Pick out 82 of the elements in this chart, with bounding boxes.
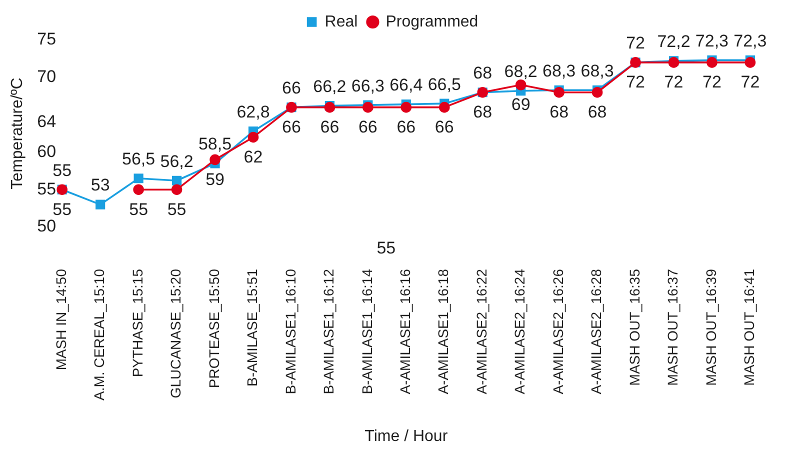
data-label: 72 [740,72,760,92]
data-label: 68 [473,102,492,122]
data-label: 66,2 [313,77,346,96]
x-tick-label: A.M. CEREAL_15:10 [91,268,108,401]
data-label: 72 [626,34,645,53]
data-label: 62 [244,147,263,166]
y-tick-label: 50 [37,216,56,236]
y-tick-label: 75 [37,30,56,49]
x-tick-label: A-AMILASE2_16:28 [588,268,604,394]
y-tick-label: 70 [37,67,56,86]
x-tick-label: A-AMILASE2_16:22 [473,268,490,394]
point [744,57,756,68]
data-label: 69 [511,95,530,114]
legend-label: Real [324,13,358,30]
data-label: 66,5 [428,74,461,94]
data-label: 72 [664,72,684,92]
y-tick-label: 60 [37,142,56,161]
data-label: 66 [282,78,301,98]
y-tick-label: 64 [37,112,56,131]
data-label: 66 [282,118,301,137]
data-label: 72 [702,72,722,92]
data-label: 68 [588,102,607,122]
point [400,102,412,113]
x-tick-label: MASH OUT_16:35 [626,268,642,386]
x-axis-title: Time / Hour [364,428,448,445]
x-tick-label: A-AMILASE1_16:18 [435,268,452,394]
data-label: 68,3 [542,61,576,80]
data-label: 62,8 [236,102,270,122]
data-label: 66 [396,118,416,137]
x-tick-label: MASH IN_14:50 [52,268,69,370]
data-label: 72 [626,72,645,92]
legend-label: Programmed [386,13,478,30]
x-tick-label: MASH OUT_16:41 [741,268,758,386]
point [96,200,106,210]
point [554,86,564,98]
data-label: 68 [473,64,492,83]
x-tick-label: GLUCANASE_15:20 [168,268,184,398]
data-label: 66,4 [390,76,423,95]
data-label: 59 [206,170,224,189]
x-tick-label: B-AMILASE1_16:12 [320,268,337,394]
point [171,184,182,195]
data-label: 53 [90,176,110,195]
point [706,57,718,68]
data-label: 68,3 [580,61,614,80]
data-label: 66,3 [351,76,384,96]
data-label: 56,5 [122,150,156,169]
x-tick-label: B-AMILASE_15:51 [244,268,260,387]
data-label: 68,2 [504,62,538,82]
x-tick-label: A-AMILASE2_16:24 [512,268,528,394]
data-label: 66 [358,118,378,137]
data-label: 55 [52,200,72,219]
data-label: 66 [320,118,340,137]
data-label: 66 [434,118,454,137]
y-axis-title: Temperature/ºC [9,78,26,190]
y-tick-label: 55 [37,179,56,198]
x-tick-label: PROTEASE_15:50 [206,268,222,388]
data-label: 58,5 [198,134,232,154]
data-label: 55 [52,160,72,180]
data-label: 72,3 [734,31,767,50]
data-label: 55 [129,200,148,219]
text: 55 [376,238,396,258]
point [362,102,374,113]
x-tick-label: A-AMILASE1_16:16 [397,268,414,394]
x-tick-label: B-AMILASE1_16:14 [358,268,375,394]
x-tick-label: PYTHASE_15:15 [129,268,146,378]
data-label: 72,2 [657,32,690,52]
x-tick-label: MASH OUT_16:39 [702,268,719,386]
data-label: 55 [167,200,186,219]
point [210,154,220,166]
point [133,184,144,195]
point [172,176,182,186]
data-label: 68 [550,102,569,122]
x-tick-label: A-AMILASE2_16:26 [550,268,566,394]
point [134,174,144,184]
point [592,86,603,98]
data-label: 72,3 [695,31,729,50]
point [248,132,259,143]
point [515,79,526,90]
x-tick-label: B-AMILASE1_16:10 [282,268,298,394]
point [438,102,450,113]
x-tick-label: MASH OUT_16:37 [664,268,681,386]
data-label: 56,2 [160,152,194,171]
